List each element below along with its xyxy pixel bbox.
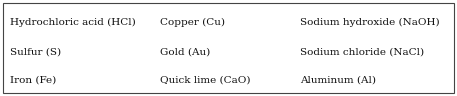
Text: Hydrochloric acid (HCl): Hydrochloric acid (HCl) <box>10 18 136 27</box>
Text: Copper (Cu): Copper (Cu) <box>160 18 225 27</box>
Text: Gold (Au): Gold (Au) <box>160 48 210 57</box>
Text: Sodium hydroxide (NaOH): Sodium hydroxide (NaOH) <box>300 18 440 27</box>
Text: Aluminum (Al): Aluminum (Al) <box>300 76 376 85</box>
Text: Sulfur (S): Sulfur (S) <box>10 48 61 57</box>
Text: Iron (Fe): Iron (Fe) <box>10 76 56 85</box>
Text: Quick lime (CaO): Quick lime (CaO) <box>160 76 250 85</box>
Text: Sodium chloride (NaCl): Sodium chloride (NaCl) <box>300 48 424 57</box>
